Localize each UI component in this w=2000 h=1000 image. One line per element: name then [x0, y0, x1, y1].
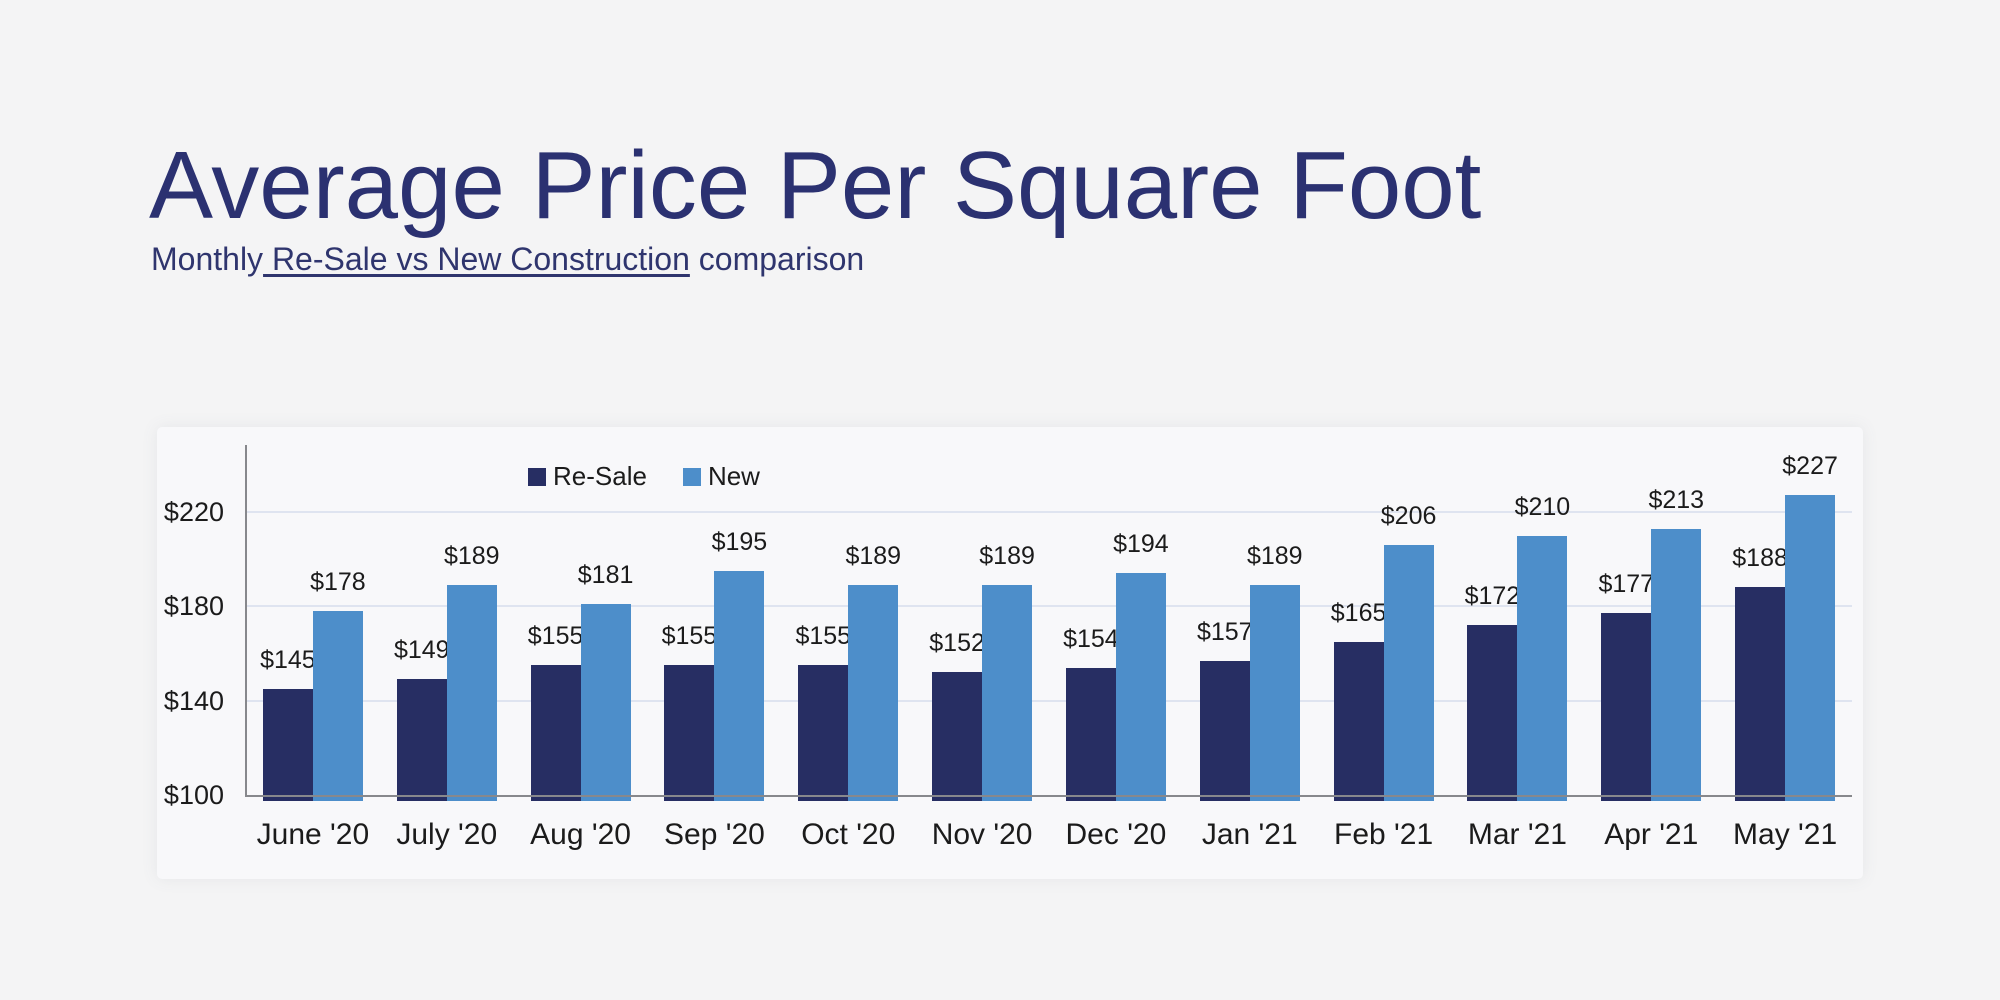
bar-re-sale-8	[1199, 660, 1250, 801]
subtitle-prefix: Monthly	[151, 241, 264, 277]
x-axis-label: Apr '21	[1604, 818, 1699, 851]
bar-re-sale-4	[664, 665, 715, 801]
bar-value-label: $155	[527, 622, 584, 651]
bar-re-sale-3	[530, 665, 581, 801]
bar-value-label: $155	[661, 622, 718, 651]
bar-new-6	[982, 585, 1033, 801]
subtitle-suffix: comparison	[689, 241, 865, 277]
x-axis-label: Feb '21	[1334, 818, 1434, 851]
new-swatch-icon	[682, 467, 701, 486]
bar-new-9	[1383, 545, 1434, 801]
bar-re-sale-11	[1601, 613, 1652, 801]
bar-re-sale-9	[1333, 641, 1384, 801]
bar-value-label: $189	[845, 542, 902, 571]
x-axis-label: Oct '20	[801, 818, 896, 851]
bar-re-sale-1	[262, 688, 313, 801]
bar-value-label: $177	[1598, 570, 1655, 599]
bar-value-label: $227	[1782, 452, 1838, 481]
bar-value-label: $152	[929, 629, 985, 658]
resale-swatch-icon	[528, 467, 546, 486]
y-tick-label-140: $140	[163, 685, 224, 716]
y-tick-label-100: $100	[163, 780, 224, 810]
y-axis-line	[245, 445, 247, 797]
x-axis-label: May '21	[1733, 818, 1838, 851]
bar-new-10	[1517, 535, 1568, 801]
bar-value-label: $188	[1732, 544, 1788, 573]
bar-value-label: $149	[393, 636, 450, 665]
x-axis-label: Nov '20	[931, 818, 1033, 851]
bar-new-5	[848, 585, 899, 801]
x-axis-label: Sep '20	[664, 818, 765, 851]
gridline-220	[246, 511, 1852, 513]
chart-legend: Re-Sale New	[528, 461, 760, 492]
subtitle-link[interactable]: Re-Sale vs New Construction	[263, 241, 690, 277]
bar-re-sale-6	[932, 672, 983, 801]
bar-value-label: $213	[1648, 485, 1705, 514]
bar-value-label: $189	[979, 542, 1035, 571]
page-title: Average Price Per Square Foot	[149, 132, 1482, 239]
x-axis-label: Mar '21	[1467, 818, 1567, 851]
bar-re-sale-2	[396, 679, 447, 801]
legend-item-new: New	[682, 461, 760, 492]
bar-value-label: $189	[443, 542, 500, 571]
bar-new-3	[580, 603, 631, 801]
legend-label-new: New	[707, 461, 760, 491]
bar-re-sale-12	[1735, 587, 1786, 801]
bar-re-sale-5	[798, 665, 849, 801]
bar-new-4	[714, 570, 765, 801]
bar-value-label: $178	[310, 568, 366, 597]
bar-re-sale-10	[1467, 625, 1518, 801]
x-axis-label: Jan '21	[1201, 818, 1298, 851]
bar-new-1	[312, 611, 363, 801]
bar-value-label: $206	[1380, 502, 1437, 531]
legend-item-resale: Re-Sale	[528, 461, 647, 492]
bar-value-label: $154	[1063, 624, 1119, 653]
bar-new-11	[1651, 528, 1702, 801]
y-tick-label-220: $220	[163, 497, 224, 527]
bar-value-label: $181	[577, 560, 634, 589]
bar-value-label: $210	[1514, 492, 1571, 521]
bar-new-8	[1249, 585, 1300, 801]
bar-value-label: $172	[1464, 582, 1521, 611]
bar-value-label: $157	[1196, 617, 1253, 646]
bar-value-label: $194	[1113, 530, 1169, 559]
y-tick-label-180: $180	[163, 591, 224, 622]
bar-re-sale-7	[1065, 667, 1116, 801]
x-axis-label: Aug '20	[530, 818, 631, 851]
bar-value-label: $195	[711, 527, 768, 556]
bar-value-label: $155	[795, 622, 852, 651]
gridline-140	[246, 699, 1852, 702]
x-axis-line	[246, 795, 1852, 797]
x-axis-label: June '20	[256, 818, 370, 851]
bar-value-label: $145	[260, 645, 316, 674]
x-axis-label: July '20	[396, 818, 498, 851]
legend-label-resale: Re-Sale	[553, 461, 647, 491]
bar-value-label: $189	[1246, 542, 1303, 571]
bar-new-12	[1785, 495, 1836, 801]
bar-new-2	[446, 585, 497, 801]
x-axis-label: Dec '20	[1065, 818, 1167, 851]
bar-value-label: $165	[1330, 598, 1387, 627]
bar-new-7	[1115, 573, 1166, 801]
page-subtitle: Monthly Re-Sale vs New Construction comp…	[151, 241, 864, 277]
gridline-180	[246, 605, 1852, 608]
